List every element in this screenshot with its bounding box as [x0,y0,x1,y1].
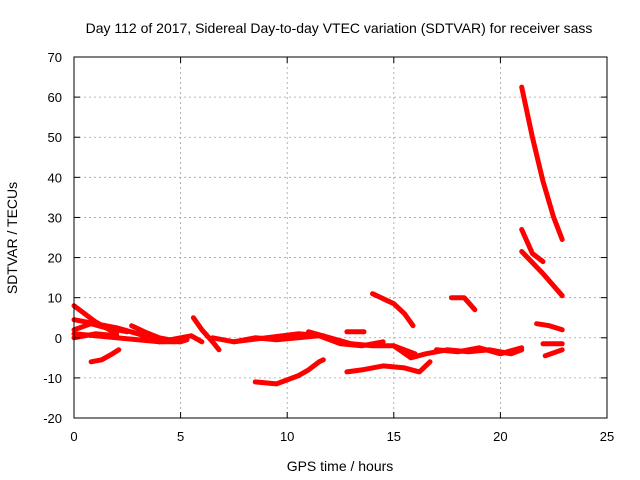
data-series-9 [190,315,222,353]
grid-lines [74,57,607,418]
data-series-23 [519,249,565,299]
data-series-21 [519,84,565,242]
data-series-17 [370,291,416,329]
x-tick-label: 0 [70,429,77,444]
data-series-26 [542,347,565,359]
data-series-3 [71,321,130,335]
chart-title: Day 112 of 2017, Sidereal Day-to-day VTE… [86,20,593,36]
data-series-24 [534,321,565,333]
x-tick-label: 5 [177,429,184,444]
data-series-16 [344,359,433,375]
y-tick-label: 0 [55,331,62,346]
y-tick-label: 50 [48,130,62,145]
y-tick-label: 40 [48,170,62,185]
data-series-19 [433,345,525,357]
x-tick-label: 25 [600,429,614,444]
data-series-8 [156,333,205,345]
y-tick-label: -10 [43,371,62,386]
y-tick-label: 10 [48,291,62,306]
x-tick-label: 15 [387,429,401,444]
data-series-group [71,84,565,387]
y-tick-label: 70 [48,50,62,65]
y-tick-label: -20 [43,411,62,426]
axis-ticks: 0 5 10 15 20 25 -20 -10 0 10 20 30 40 50 60 70 [43,50,614,444]
data-series-20 [448,295,478,313]
plot-frame [73,56,608,419]
data-series-22 [519,227,546,265]
x-tick-label: 10 [280,429,294,444]
x-tick-label: 20 [493,429,507,444]
y-tick-label: 30 [48,210,62,225]
y-tick-label: 60 [48,90,62,105]
y-tick-label: 20 [48,251,62,266]
x-axis-title: GPS time / hours [287,458,394,474]
data-series-7 [129,323,190,345]
y-axis-title: SDTVAR / TECUs [4,182,20,294]
data-series-14 [316,333,386,349]
data-series-12 [252,357,326,387]
data-series-5 [71,331,120,341]
data-series-6 [88,347,122,365]
